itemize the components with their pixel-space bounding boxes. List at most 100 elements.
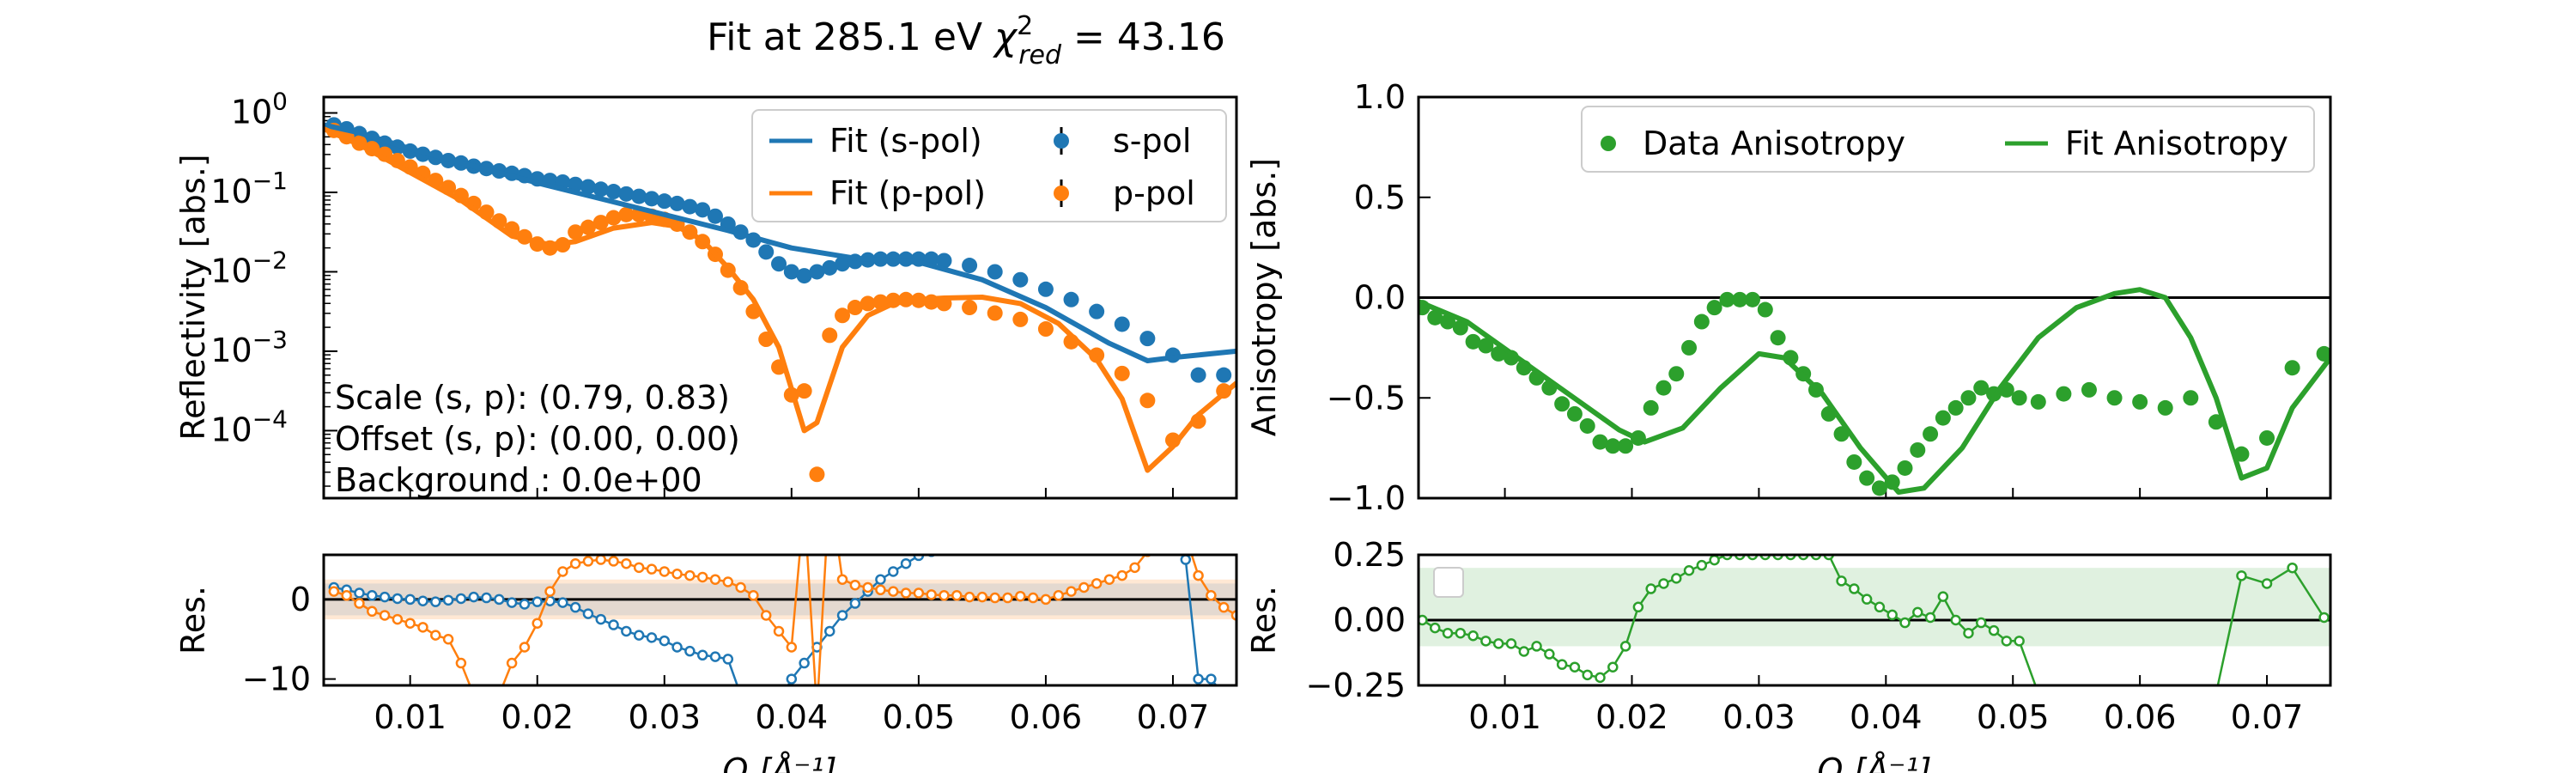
refl-res-point-spol	[991, 508, 999, 516]
title-prefix: Fit at 285.1 eV	[707, 15, 994, 59]
refl-res-point-spol	[1131, 484, 1139, 492]
refl-point-ppol	[987, 305, 1003, 321]
refl-res-point-spol	[621, 625, 632, 637]
refl-res-point-spol	[722, 654, 734, 665]
refl-res-point-ppol	[569, 557, 581, 569]
refl-res-point-spol	[532, 596, 543, 607]
refl-res-point-spol	[494, 593, 505, 606]
anisotropy-residual-axes: 0.25 0.00 −0.25 0.01 0.02 0.03 0.04 0.05 0.06 0.0…	[1306, 536, 2304, 736]
reflectivity-residual-ylabel: Res.	[174, 586, 212, 654]
refl-res-point-ppol	[976, 591, 988, 603]
refl-point-spol	[1216, 367, 1232, 383]
aniso-data-point	[2157, 399, 2173, 416]
aniso-res-point	[1683, 564, 1695, 576]
aniso-data-point	[1465, 333, 1481, 350]
refl-point-spol	[1089, 303, 1105, 320]
refl-res-point-spol	[417, 595, 428, 607]
anisores-xtick-label-4: 0.05	[1977, 698, 2050, 736]
reflres-xtick-label-5: 0.06	[1010, 698, 1083, 736]
anisores-ytick-label-1: 0.00	[1333, 601, 1406, 639]
refl-res-point-ppol	[621, 557, 632, 569]
legend-fit-p-pol-label: Fit (p-pol)	[829, 174, 986, 212]
refl-res-point-spol	[519, 599, 531, 610]
aniso-data-point	[1935, 410, 1951, 426]
refl-res-point-spol	[799, 657, 810, 669]
refl-res-point-ppol	[470, 691, 478, 699]
refl-res-point-ppol	[506, 657, 518, 669]
aniso-res-point	[1899, 617, 1911, 629]
refl-res-point-ppol	[951, 590, 963, 601]
refl-point-ppol	[835, 307, 851, 324]
aniso-data-point	[1910, 441, 1926, 458]
aniso-data-point	[2030, 393, 2046, 410]
title-chi: χ	[993, 15, 1018, 59]
refl-res-point-spol	[1156, 484, 1164, 492]
anisotropy-frame	[1417, 95, 2332, 500]
legend-s-pol-swatch	[1054, 127, 1069, 155]
refl-res-point-spol	[633, 630, 645, 641]
refl-res-point-ppol	[735, 581, 746, 593]
refl-res-point-ppol	[1040, 593, 1052, 606]
aniso-data-point	[2183, 390, 2199, 406]
aniso-data-point	[2081, 381, 2097, 398]
title-suffix: = 43.16	[1061, 15, 1225, 59]
refl-point-spol	[962, 258, 978, 274]
reflectivity-plot-area	[324, 117, 1236, 483]
refl-res-point-ppol	[684, 569, 696, 581]
legend-s-pol-label: s-pol	[1113, 122, 1191, 160]
refl-res-point-spol	[557, 597, 568, 608]
aniso-data-point	[2259, 429, 2275, 446]
aniso-data-point	[1923, 426, 1939, 442]
refl-annotation-scale: Scale (s, p): (0.79, 0.83)	[335, 379, 730, 417]
anisotropy-plot-area	[1419, 287, 2330, 496]
refl-res-point-spol	[1029, 484, 1037, 492]
aniso-data-point	[1618, 438, 1634, 454]
refl-ytick-label-4: 10−4	[210, 405, 288, 448]
reflectivity-legend-box	[751, 109, 1227, 222]
aniso-data-point	[1706, 300, 1722, 316]
refl-ytick-label-0: 100	[231, 87, 288, 131]
aniso-res-point	[1836, 575, 1847, 587]
aniso-res-point	[2014, 636, 2025, 647]
refl-res-point-ppol	[1027, 592, 1039, 604]
title-sup: 2	[1017, 11, 1033, 41]
refl-res-point-spol	[1180, 555, 1192, 565]
refl-point-spol	[771, 256, 787, 272]
refl-res-point-spol	[1092, 484, 1101, 492]
refl-point-spol	[1114, 316, 1130, 332]
refl-point-ppol	[618, 206, 635, 222]
refl-res-point-spol	[965, 523, 974, 532]
refl-res-point-spol	[379, 591, 391, 603]
aniso-res-point	[1505, 638, 1517, 649]
refl-res-point-ppol	[1066, 586, 1077, 597]
refl-res-point-ppol	[913, 587, 925, 599]
anisotropy-axes: 1.0 0.5 0.0 −0.5 −1.0	[1327, 78, 2269, 517]
refl-res-point-spol	[888, 566, 899, 577]
legend-fit-s-pol-label: Fit (s-pol)	[829, 122, 982, 160]
aniso-res-point	[1429, 622, 1441, 634]
reflectivity-residual-frame	[322, 553, 1238, 687]
refl-point-spol	[656, 193, 672, 210]
refl-res-point-spol	[684, 645, 696, 657]
refl-res-point-spol	[1219, 691, 1228, 699]
aniso-res-point	[1696, 559, 1708, 571]
anisores-ytick-label-2: −0.25	[1306, 666, 1406, 704]
refl-res-point-ppol	[430, 630, 441, 641]
aniso-res-point	[1492, 638, 1504, 649]
aniso-res-point	[1975, 617, 1987, 629]
aniso-res-point	[1950, 614, 1961, 626]
refl-point-spol	[682, 198, 698, 215]
refl-ytick-label-2: 10−2	[210, 246, 288, 289]
legend-p-pol-swatch	[1054, 180, 1069, 207]
aniso-res-point	[1645, 583, 1656, 594]
refl-res-point-ppol	[1129, 562, 1140, 574]
legend-data-anisotropy-swatch	[1601, 136, 1616, 151]
refl-point-spol	[618, 186, 635, 202]
refl-res-point-ppol	[557, 566, 568, 577]
refl-point-spol	[835, 256, 851, 272]
anisotropy-legend-box	[1581, 106, 2315, 173]
aniso-data-point	[2316, 345, 2330, 362]
anisotropy-panel: 1.0 0.5 0.0 −0.5 −1.0 Anisotropy [abs.] Data…	[1245, 78, 2332, 517]
refl-res-point-spol	[836, 610, 848, 621]
